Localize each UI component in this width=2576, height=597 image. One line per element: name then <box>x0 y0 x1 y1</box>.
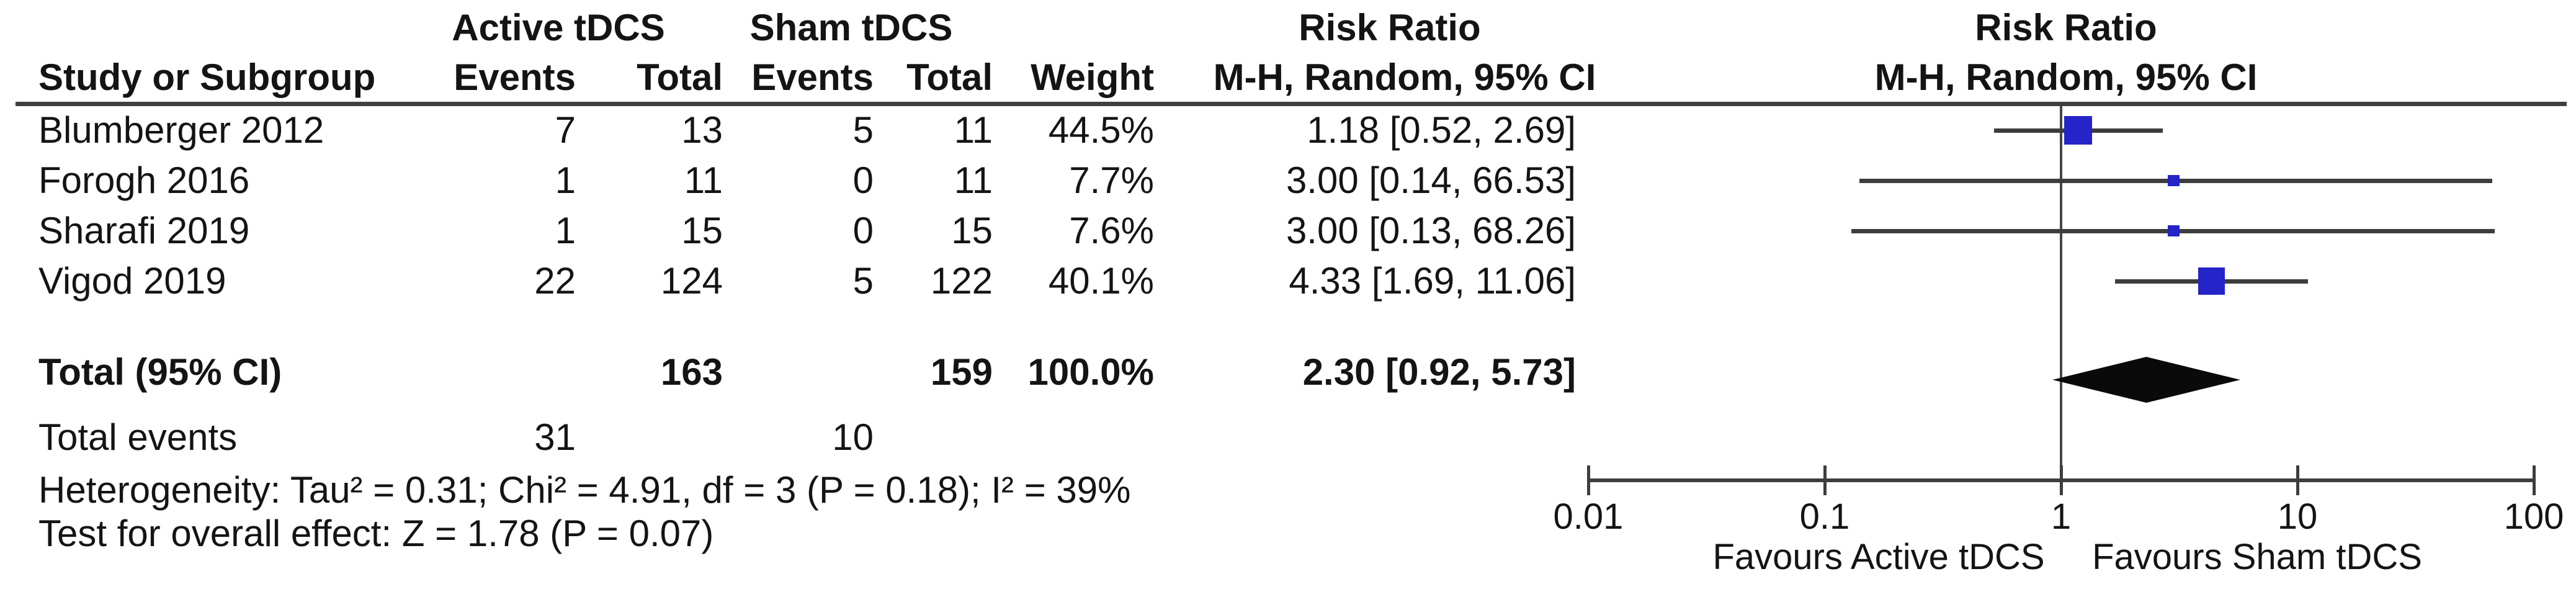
x-axis-tick <box>1587 465 1590 495</box>
sham-total: 15 <box>951 210 993 251</box>
weight-value: 7.6% <box>1069 210 1154 251</box>
total-diamond <box>2052 357 2240 403</box>
total-events-sham: 10 <box>832 416 874 458</box>
sham-events-col-header: Events <box>751 56 874 98</box>
active-events: 7 <box>555 109 576 151</box>
x-axis-tick-label: 100 <box>2503 496 2564 537</box>
x-axis-tick <box>1823 465 1827 495</box>
header-rule <box>16 102 2567 106</box>
study-name: Vigod 2019 <box>38 260 226 302</box>
method-col-header-right: M-H, Random, 95% CI <box>1874 56 2258 98</box>
sham-total-col-header: Total <box>906 56 993 98</box>
active-total: 124 <box>660 260 723 302</box>
effect-square <box>2168 225 2180 237</box>
total-active-total: 163 <box>660 351 723 393</box>
overall-effect-stats: Test for overall effect: Z = 1.78 (P = 0… <box>38 513 714 554</box>
col-group-active-tdcs: Active tDCS <box>452 7 665 48</box>
x-axis-tick <box>2296 465 2299 495</box>
risk-ratio-header-left: Risk Ratio <box>1299 7 1481 48</box>
total-rr-ci-value: 2.30 [0.92, 5.73] <box>1302 351 1576 393</box>
sham-events: 0 <box>852 210 874 251</box>
favours-left-label: Favours Active tDCS <box>1712 537 2045 577</box>
risk-ratio-header-right: Risk Ratio <box>1975 7 2157 48</box>
active-total: 15 <box>681 210 723 251</box>
col-group-sham-tdcs: Sham tDCS <box>749 7 953 48</box>
sham-total: 11 <box>954 109 993 151</box>
total-label: Total (95% CI) <box>38 351 282 393</box>
active-total: 13 <box>681 109 723 151</box>
study-name: Blumberger 2012 <box>38 109 324 151</box>
total-weight: 100.0% <box>1027 351 1155 393</box>
rr-ci-value: 3.00 [0.13, 68.26] <box>1286 210 1576 251</box>
weight-value: 40.1% <box>1048 260 1154 302</box>
effect-square <box>2168 174 2180 187</box>
sham-total: 11 <box>954 159 993 201</box>
active-events-col-header: Events <box>454 56 576 98</box>
method-col-header-left: M-H, Random, 95% CI <box>1213 56 1596 98</box>
sham-events: 5 <box>852 260 874 302</box>
active-events: 1 <box>555 159 576 201</box>
sham-events: 5 <box>852 109 874 151</box>
sham-events: 0 <box>852 159 874 201</box>
rr-ci-value: 4.33 [1.69, 11.06] <box>1289 260 1576 302</box>
total-events-label: Total events <box>38 416 238 458</box>
x-axis-tick-label: 10 <box>2277 496 2318 537</box>
rr-ci-value: 3.00 [0.14, 66.53] <box>1286 159 1576 201</box>
weight-col-header: Weight <box>1031 56 1154 98</box>
weight-value: 7.7% <box>1069 159 1154 201</box>
total-sham-total: 159 <box>930 351 993 393</box>
active-total: 11 <box>684 159 723 201</box>
active-total-col-header: Total <box>637 56 723 98</box>
study-name: Sharafi 2019 <box>38 210 250 251</box>
total-events-active: 31 <box>534 416 576 458</box>
x-axis-tick-label: 1 <box>2051 496 2072 537</box>
favours-right-label: Favours Sham tDCS <box>2092 537 2422 577</box>
active-events: 22 <box>534 260 576 302</box>
rr-ci-value: 1.18 [0.52, 2.69] <box>1307 109 1576 151</box>
null-effect-line <box>2060 105 2062 480</box>
x-axis-tick <box>2060 465 2063 495</box>
x-axis-tick-label: 0.1 <box>1799 496 1850 537</box>
study-name: Forogh 2016 <box>38 159 250 201</box>
effect-square <box>2198 267 2225 295</box>
weight-value: 44.5% <box>1048 109 1154 151</box>
sham-total: 122 <box>930 260 993 302</box>
x-axis-tick-label: 0.01 <box>1553 496 1624 537</box>
active-events: 1 <box>555 210 576 251</box>
heterogeneity-stats: Heterogeneity: Tau² = 0.31; Chi² = 4.91,… <box>38 469 1131 511</box>
effect-square <box>2064 116 2093 145</box>
study-col-header: Study or Subgroup <box>38 56 376 98</box>
x-axis-tick <box>2533 465 2536 495</box>
